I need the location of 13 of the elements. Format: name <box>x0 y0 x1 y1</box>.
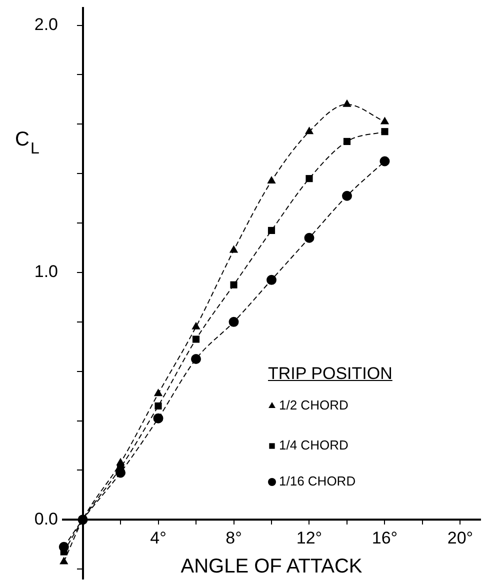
x-tick-label: 16° <box>372 528 398 548</box>
y-tick-label: 2.0 <box>34 14 58 34</box>
y-tick-label: 1.0 <box>34 262 58 282</box>
x-tick-label: 8° <box>226 528 242 548</box>
y-tick-label: 0.0 <box>34 509 58 528</box>
x-axis-title: ANGLE OF ATTACK <box>180 556 363 578</box>
x-tick-label: 12° <box>296 528 322 548</box>
legend-title: TRIP POSITION <box>268 363 392 385</box>
legend-label: 1/2 CHORD <box>279 398 348 413</box>
legend-label: 1/16 CHORD <box>279 474 356 489</box>
legend-label: 1/4 CHORD <box>279 438 348 453</box>
x-tick-label: 4° <box>150 528 166 548</box>
x-tick-label: 20° <box>447 528 474 548</box>
